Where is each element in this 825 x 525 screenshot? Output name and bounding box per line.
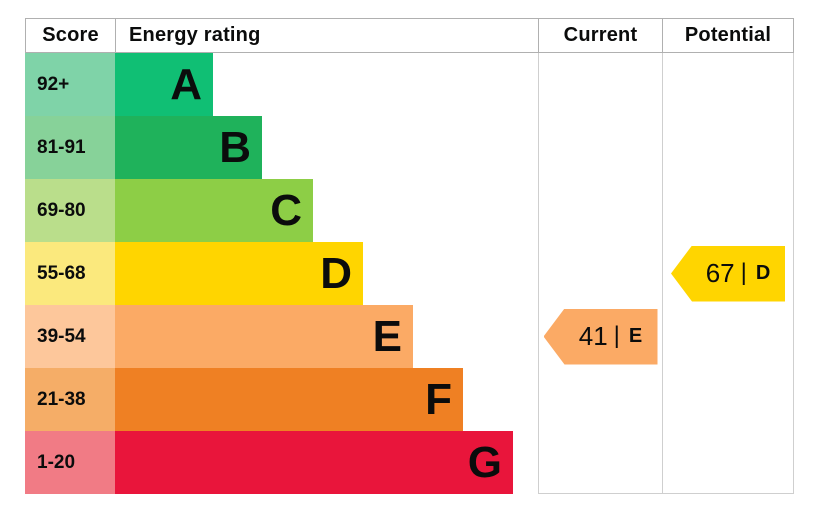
arrow-separator: | — [740, 258, 747, 286]
band-bar-area: G — [115, 431, 538, 494]
band-score-range: 55-68 — [25, 242, 115, 305]
current-score-value: 41 — [578, 321, 608, 351]
potential-cell — [662, 116, 794, 179]
current-cell: 41 | E — [538, 305, 662, 368]
band-bar-area: A — [115, 53, 538, 116]
current-cell — [538, 116, 662, 179]
current-cell — [538, 179, 662, 242]
band-bar-area: F — [115, 368, 538, 431]
band-letter: A — [170, 59, 202, 109]
band-bar-a: A — [115, 53, 213, 116]
band-letter: G — [467, 437, 502, 487]
band-score-range: 1-20 — [25, 431, 115, 494]
band-bar-d: D — [115, 242, 363, 305]
band-row-f: 21-38 F — [25, 368, 794, 431]
band-row-d: 55-68 D 67 | D — [25, 242, 794, 305]
potential-rating-letter: D — [755, 262, 771, 284]
header-current: Current — [538, 19, 662, 52]
band-bar-f: F — [115, 368, 463, 431]
potential-cell: 67 | D — [662, 242, 794, 305]
header-potential: Potential — [662, 19, 794, 52]
band-row-e: 39-54 E 41 | E — [25, 305, 794, 368]
band-letter: C — [270, 185, 302, 235]
current-rating-arrow: 41 | E — [543, 308, 658, 365]
band-letter: F — [425, 374, 452, 424]
current-cell — [538, 431, 662, 494]
current-cell — [538, 53, 662, 116]
band-row-a: 92+ A — [25, 53, 794, 116]
band-score-range: 39-54 — [25, 305, 115, 368]
epc-table: Score Energy rating Current Potential 92… — [25, 18, 794, 494]
band-row-c: 69-80 C — [25, 179, 794, 242]
arrow-separator: | — [613, 321, 620, 349]
band-bar-b: B — [115, 116, 262, 179]
potential-cell — [662, 53, 794, 116]
header-row: Score Energy rating Current Potential — [25, 18, 794, 53]
band-score-range: 21-38 — [25, 368, 115, 431]
band-score-range: 69-80 — [25, 179, 115, 242]
header-score: Score — [25, 19, 115, 52]
potential-rating-arrow: 67 | D — [671, 245, 785, 302]
band-bar-area: B — [115, 116, 538, 179]
band-bar-area: C — [115, 179, 538, 242]
band-letter: D — [320, 248, 352, 298]
band-row-g: 1-20 G — [25, 431, 794, 494]
potential-cell — [662, 368, 794, 431]
band-bar-area: E — [115, 305, 538, 368]
band-bar-area: D — [115, 242, 538, 305]
potential-cell — [662, 179, 794, 242]
potential-score-value: 67 — [705, 258, 735, 288]
current-cell — [538, 242, 662, 305]
band-score-range: 81-91 — [25, 116, 115, 179]
potential-cell — [662, 431, 794, 494]
band-row-b: 81-91 B — [25, 116, 794, 179]
band-letter: B — [219, 122, 251, 172]
header-energy-rating: Energy rating — [115, 19, 538, 52]
band-bar-c: C — [115, 179, 313, 242]
current-cell — [538, 368, 662, 431]
band-score-range: 92+ — [25, 53, 115, 116]
band-bar-g: G — [115, 431, 513, 494]
current-rating-letter: E — [628, 325, 643, 347]
band-bar-e: E — [115, 305, 413, 368]
band-letter: E — [372, 311, 402, 361]
potential-cell — [662, 305, 794, 368]
